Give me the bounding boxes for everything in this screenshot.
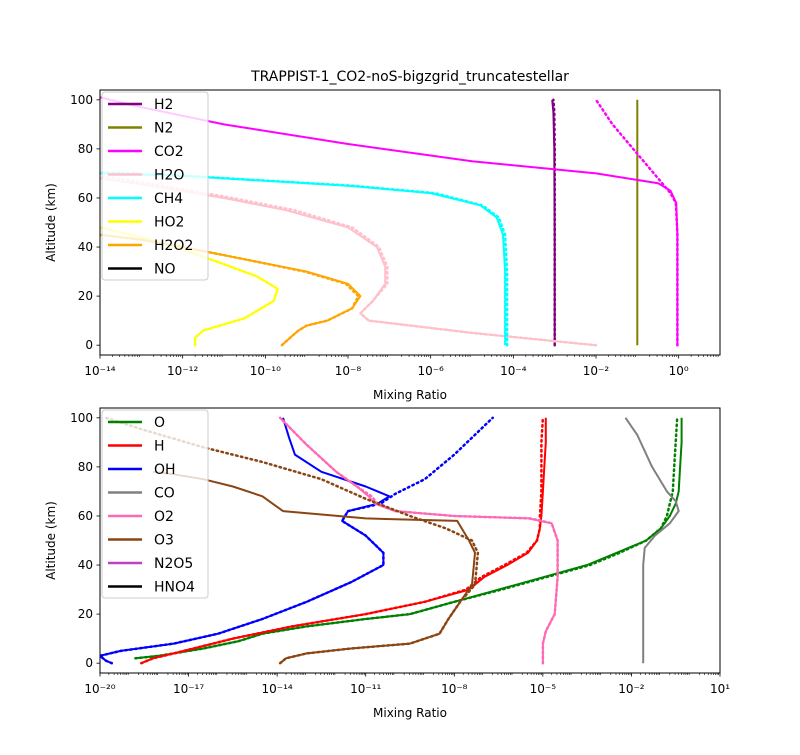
legend-box [101,91,209,281]
series-o2-line [279,417,559,664]
legend-label-h: H [154,439,165,455]
series-h-line [140,417,547,665]
x-tick-label: 10⁻² [618,682,645,696]
series-h2o-dotted-line [100,174,598,347]
chart-title: TRAPPIST-1_CO2-noS-bigzgrid_truncatestel… [250,69,569,85]
legend-label-ch4: CH4 [154,191,183,207]
y-tick-label: 20 [78,607,93,621]
series-o-dotted-line [134,416,679,660]
legend-label-h2o: H2O [154,168,184,184]
legend-label-ho2: HO2 [154,215,184,231]
series-h2o-line [100,177,597,347]
legend-label-co: CO [154,486,175,502]
legend-label-co2: CO2 [154,144,184,160]
x-tick-label: 10¹ [710,682,730,696]
x-axis-label: Mixing Ratio [373,706,447,720]
x-tick-label: 10⁻⁵ [530,682,557,696]
legend-label-no: NO [154,262,176,278]
y-tick-label: 40 [78,240,93,254]
x-tick-label: 10⁻¹⁰ [250,364,281,378]
x-tick-label: 10⁻² [583,364,610,378]
legend: OH OH CO O2 O3 N2O5 HNO4 [101,409,209,599]
x-tick-label: 10⁻¹² [167,364,198,378]
x-tick-label: 10⁻¹¹ [350,682,381,696]
series-o3-dotted-line [104,416,480,665]
legend-label-o: O [154,415,165,431]
legend-label-o3: O3 [154,533,174,549]
x-tick-label: 10⁻²⁰ [84,682,115,696]
x-tick-label: 10⁻¹⁴ [84,364,115,378]
series-ch4-line [100,172,507,346]
y-tick-label: 60 [78,509,93,523]
x-tick-label: 10⁰ [669,364,689,378]
y-tick-label: 0 [85,338,93,352]
y-tick-label: 40 [78,558,93,572]
legend-box [101,409,209,599]
series-h2-line [551,99,556,346]
legend-label-n2: N2 [154,121,173,137]
series-oh-line [100,417,391,665]
y-tick-label: 100 [70,411,93,425]
legend-label-h2o2: H2O2 [154,238,193,254]
series-co-line [624,417,680,664]
series-o3-line [152,470,476,664]
x-tick-label: 10⁻¹⁷ [173,682,204,696]
chart-2: 10⁻²⁰ 10⁻¹⁷ 10⁻¹⁴ 10⁻¹¹ 10⁻⁸ 10⁻⁵ 10⁻² 10¹ 0 20 40… [44,407,730,720]
x-tick-label: 10⁻⁶ [417,364,444,378]
legend-label-h2: H2 [154,97,173,113]
series-o-line [135,417,683,660]
y-tick-label: 80 [78,142,93,156]
plot-frame [99,89,721,356]
y-tick-label: 100 [70,93,93,107]
x-axis-label: Mixing Ratio [373,388,447,402]
legend-label-hno4: HNO4 [154,580,195,596]
x-tick-label: 10⁻¹⁴ [262,682,293,696]
y-tick-label: 80 [78,460,93,474]
legend-label-o2: O2 [154,509,174,525]
legend: H2 N2 CO2 H2O CH4 HO2 H2O2 NO [101,91,209,281]
legend-label-oh: OH [154,462,176,478]
y-tick-label: 60 [78,191,93,205]
y-axis-label: Altitude (km) [44,501,58,580]
series-o2-dotted-line [278,416,559,665]
x-tick-label: 10⁻⁸ [441,682,468,696]
y-tick-label: 0 [85,656,93,670]
x-tick-label: 10⁻⁸ [335,364,362,378]
x-tick-label: 10⁻⁴ [500,364,527,378]
chart-1: TRAPPIST-1_CO2-noS-bigzgrid_truncatestel… [44,69,721,402]
y-axis-label: Altitude (km) [44,183,58,262]
plot-frame [99,407,721,674]
legend-label-n2o5: N2O5 [154,556,193,572]
y-tick-label: 20 [78,289,93,303]
series-group [100,416,683,665]
